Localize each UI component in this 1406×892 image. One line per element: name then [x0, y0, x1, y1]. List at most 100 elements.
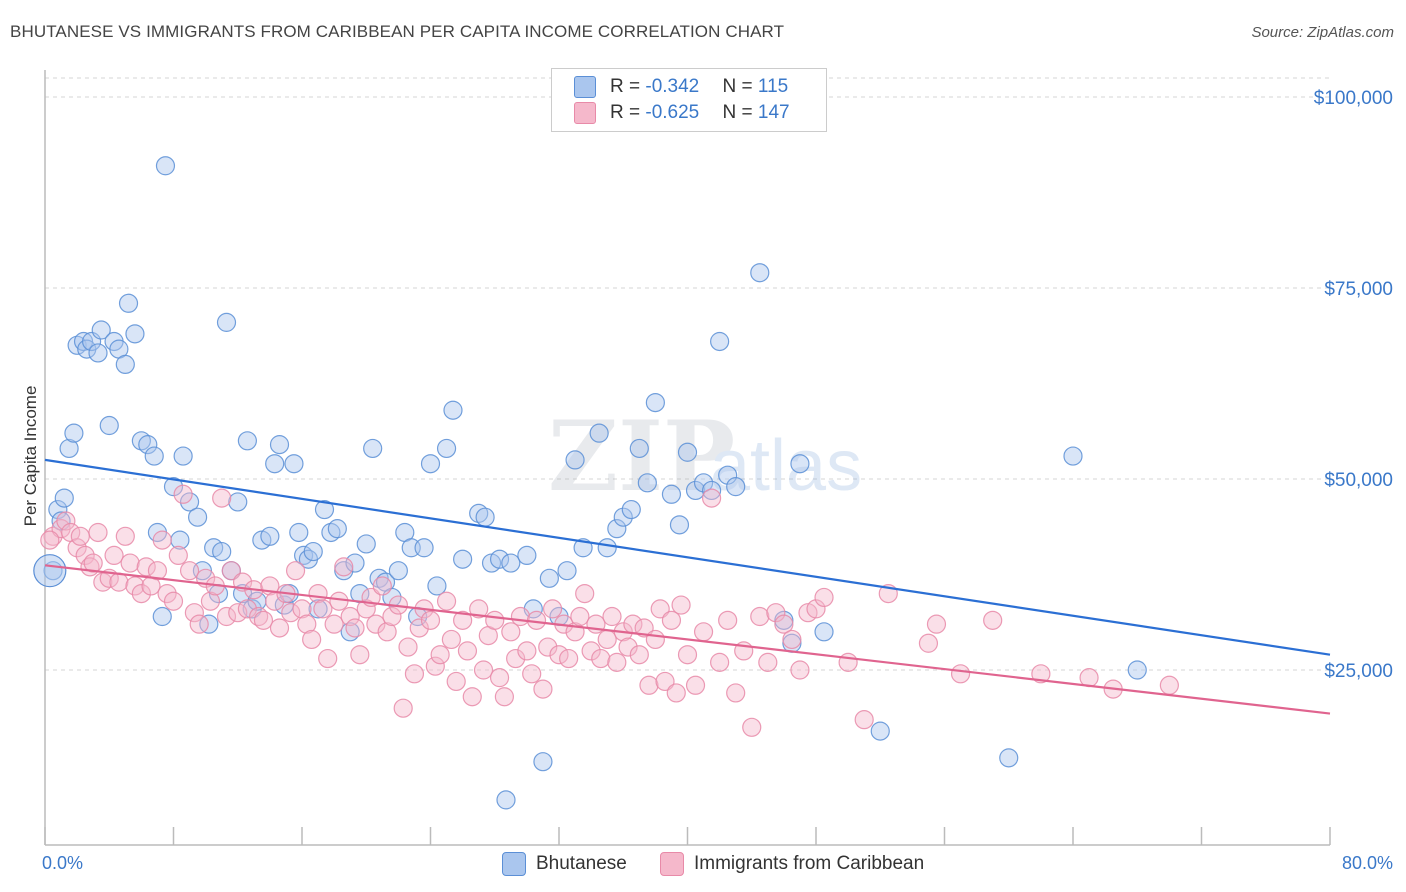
data-point	[303, 541, 323, 562]
data-point	[597, 629, 617, 650]
data-point	[750, 606, 770, 627]
data-point	[726, 683, 746, 703]
data-point	[420, 610, 441, 630]
data-point	[324, 614, 344, 634]
data-point	[637, 473, 657, 493]
data-point	[453, 610, 473, 630]
data-point	[179, 492, 200, 512]
legend-r-label: R =	[610, 76, 646, 98]
data-point	[1063, 446, 1083, 466]
data-point	[522, 664, 542, 684]
legend-swatch-pink	[574, 102, 596, 124]
data-point	[436, 438, 457, 459]
data-point	[173, 446, 193, 466]
data-point	[634, 618, 654, 638]
data-point	[393, 698, 413, 718]
data-point	[718, 610, 738, 630]
data-point	[308, 599, 328, 619]
bottom-legend-label: Immigrants from Caribbean	[694, 853, 925, 875]
data-point	[790, 660, 810, 680]
data-point	[570, 606, 590, 627]
data-point	[639, 675, 659, 695]
data-point	[693, 622, 714, 642]
x-tick-min: 0.0%	[42, 853, 83, 873]
data-point	[750, 263, 770, 283]
data-point	[589, 423, 609, 443]
data-point	[501, 553, 521, 573]
data-point	[726, 477, 746, 497]
data-point	[184, 603, 204, 623]
data-point	[253, 610, 274, 630]
data-point	[441, 629, 461, 650]
bottom-swatch-pink	[660, 852, 684, 876]
data-point	[40, 530, 60, 550]
data-point	[766, 603, 786, 623]
bottom-legend-label: Bhutanese	[536, 853, 627, 875]
data-point	[221, 561, 241, 581]
data-point	[655, 671, 675, 692]
data-point	[790, 454, 810, 474]
data-point	[269, 618, 290, 638]
data-point	[420, 454, 441, 474]
data-point	[575, 583, 595, 604]
data-point	[216, 312, 237, 332]
data-point	[104, 545, 124, 566]
data-point	[345, 553, 365, 573]
data-point	[436, 591, 457, 611]
data-point	[645, 393, 665, 413]
data-point	[1127, 660, 1147, 680]
data-point-large	[33, 554, 67, 588]
data-point	[297, 614, 317, 634]
data-point	[327, 519, 347, 539]
data-point	[565, 450, 585, 470]
data-point	[685, 675, 706, 695]
data-point	[538, 637, 558, 657]
data-point	[806, 599, 826, 619]
data-point	[155, 156, 176, 176]
data-point	[489, 549, 510, 569]
data-point	[782, 629, 802, 650]
data-point	[75, 545, 95, 566]
data-point	[666, 683, 686, 703]
data-point	[542, 599, 563, 619]
data-point	[457, 641, 478, 661]
data-point	[350, 645, 370, 665]
legend-n-value: 147	[757, 102, 790, 124]
data-point	[48, 499, 68, 520]
data-point	[120, 553, 140, 573]
data-point	[462, 687, 482, 707]
data-point	[168, 545, 188, 566]
data-point	[91, 320, 111, 340]
data-point	[269, 435, 290, 455]
data-point	[517, 545, 537, 566]
data-point	[64, 423, 84, 443]
data-point	[345, 618, 365, 638]
data-point	[999, 748, 1019, 768]
data-point	[758, 652, 778, 672]
data-point	[854, 710, 874, 730]
data-point	[163, 477, 184, 497]
data-point	[88, 522, 108, 543]
bottom-legend-bhutanese: Bhutanese	[502, 852, 627, 876]
data-point	[152, 606, 172, 627]
data-point	[163, 591, 184, 611]
data-point	[88, 343, 108, 363]
data-point	[870, 721, 890, 741]
y-tick-label: $75,000	[1324, 279, 1393, 300]
data-point	[212, 541, 232, 562]
legend-n-value: 115	[757, 76, 789, 98]
data-point	[774, 614, 794, 634]
data-point	[677, 442, 698, 462]
data-point	[363, 438, 383, 459]
data-point	[621, 499, 641, 520]
data-point	[814, 622, 834, 642]
data-point	[669, 515, 690, 535]
data-point	[710, 331, 730, 352]
data-point	[597, 538, 617, 558]
data-point	[366, 614, 386, 634]
data-point	[265, 454, 285, 474]
data-point	[453, 549, 473, 569]
data-point	[629, 438, 649, 459]
data-point	[485, 610, 505, 630]
data-point	[199, 614, 219, 634]
